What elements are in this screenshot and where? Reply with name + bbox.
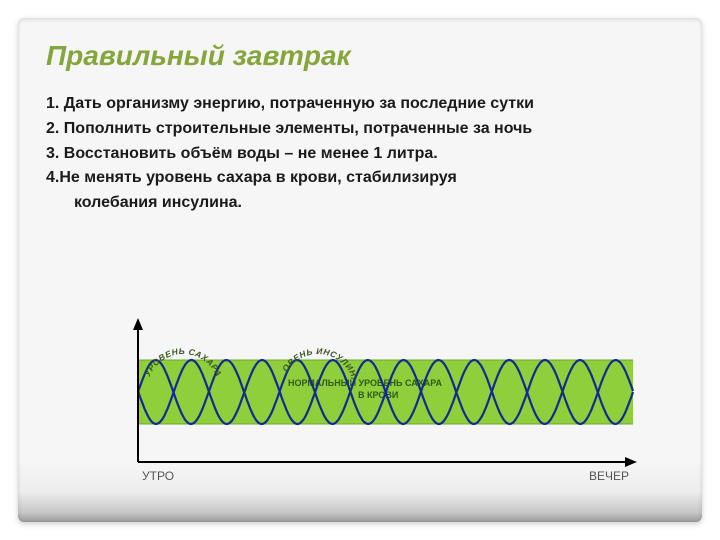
svg-text:В КРОВИ: В КРОВИ [358,390,398,400]
chart-container: НОРМАЛЬНЫЙ УРОВЕНЬ САХАРАВ КРОВИУРОВЕНЬ … [88,312,648,492]
slide-frame: Правильный завтрак 1. Дать организму эне… [18,18,702,522]
bullet-item: 1. Дать организму энергию, потраченную з… [46,92,674,117]
bullet-item: 2. Пополнить строительные элементы, потр… [46,117,674,142]
svg-text:УТРО: УТРО [142,469,174,483]
slide-title: Правильный завтрак [46,40,674,72]
bullet-item: 4.Не менять уровень сахара в крови, стаб… [46,166,674,191]
svg-text:ВЕЧЕР: ВЕЧЕР [589,469,629,483]
bullet-item: 3. Восстановить объём воды – не менее 1 … [46,142,674,167]
bullet-list: 1. Дать организму энергию, потраченную з… [46,92,674,216]
insulin-sugar-chart: НОРМАЛЬНЫЙ УРОВЕНЬ САХАРАВ КРОВИУРОВЕНЬ … [88,312,648,492]
bullet-item: колебания инсулина. [46,191,674,216]
